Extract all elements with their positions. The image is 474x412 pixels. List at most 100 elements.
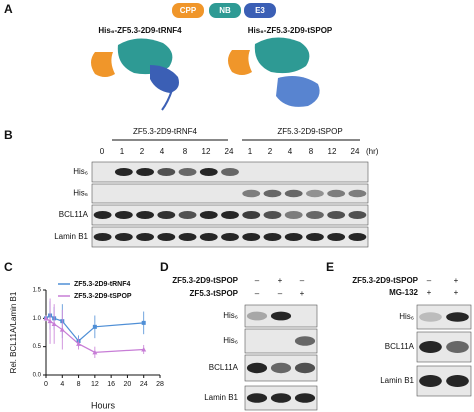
band <box>263 189 282 198</box>
condition-sign: + <box>278 276 283 285</box>
condition-sign: + <box>427 288 432 297</box>
condition-label: ZF5.3-2D9-tSPOP <box>172 276 238 285</box>
band <box>284 189 303 198</box>
data-point <box>92 324 97 329</box>
band <box>221 211 239 219</box>
legend-text: E3 <box>255 6 265 15</box>
band <box>242 233 261 241</box>
panel-label: A <box>4 2 13 16</box>
data-point <box>92 349 98 355</box>
condition-sign: – <box>300 276 305 285</box>
condition-sign: + <box>454 276 459 285</box>
condition-sign: – <box>255 276 260 285</box>
timepoint: 2 <box>140 147 145 156</box>
row-label: His₆ <box>223 311 238 320</box>
data-point <box>51 321 57 326</box>
timepoint: 8 <box>309 147 314 156</box>
x-tick-label: 4 <box>60 381 64 388</box>
band <box>306 211 324 219</box>
band <box>327 189 346 198</box>
legend-text: CPP <box>180 6 197 15</box>
band <box>306 233 324 241</box>
band <box>270 393 292 403</box>
band <box>263 211 282 219</box>
x-tick-label: 24 <box>140 381 148 388</box>
timepoint: 24 <box>351 147 360 156</box>
band <box>178 233 197 241</box>
band <box>157 233 176 241</box>
legend-pill <box>209 3 241 18</box>
condition-sign: + <box>300 289 305 298</box>
band <box>157 211 176 219</box>
blot <box>91 183 369 204</box>
band <box>199 211 218 219</box>
band <box>348 189 367 198</box>
x-tick-label: 28 <box>156 381 164 388</box>
band <box>157 168 176 176</box>
condition-sign: – <box>278 289 283 298</box>
condition-sign: – <box>255 289 260 298</box>
band <box>419 375 442 387</box>
timepoint: 12 <box>328 147 337 156</box>
band <box>93 233 112 241</box>
band <box>348 233 367 241</box>
band <box>327 211 346 219</box>
band <box>327 233 346 241</box>
row-label: BCL11A <box>385 342 415 351</box>
condition-label: ZF5.3-2D9-tSPOP <box>352 276 418 285</box>
band <box>221 233 239 241</box>
row-label: His₆ <box>73 189 88 198</box>
construct-label: His₆-ZF5.3-2D9-tSPOP <box>248 26 333 35</box>
row-label: Lamin B1 <box>380 376 414 385</box>
row-label: Lamin B1 <box>204 393 238 402</box>
x-tick-label: 20 <box>124 381 132 388</box>
row-label: His₆ <box>73 167 88 176</box>
band <box>242 211 261 219</box>
timepoint: 8 <box>183 147 188 156</box>
band <box>93 211 112 219</box>
band <box>294 336 316 346</box>
band <box>306 189 324 198</box>
y-tick-label: 1.0 <box>33 316 42 322</box>
legend-label: ZF5.3-2D9-tSPOP <box>74 293 132 300</box>
band <box>446 375 469 387</box>
y-tick-label: 0.5 <box>33 344 42 350</box>
band <box>294 362 316 374</box>
band <box>284 233 303 241</box>
band <box>294 393 316 403</box>
group-label: ZF5.3-2D9-tRNF4 <box>133 127 198 136</box>
band <box>114 211 133 219</box>
band <box>246 362 268 374</box>
x-axis-label: Hours <box>91 400 116 410</box>
timepoint: 2 <box>268 147 273 156</box>
timepoint: 24 <box>225 147 234 156</box>
x-tick-label: 12 <box>91 381 99 388</box>
timepoint: 1 <box>248 147 253 156</box>
x-tick-label: 16 <box>107 381 115 388</box>
band <box>242 189 261 198</box>
y-tick-label: 0.0 <box>33 373 42 379</box>
legend-label: ZF5.3-2D9-tRNF4 <box>74 281 131 288</box>
data-point <box>141 320 146 325</box>
band <box>114 168 133 176</box>
legend-text: NB <box>219 6 231 15</box>
timepoint: 12 <box>202 147 211 156</box>
band <box>246 393 268 403</box>
data-point <box>47 318 53 324</box>
timepoint: 4 <box>160 147 165 156</box>
panel-label: D <box>160 260 169 274</box>
band <box>199 233 218 241</box>
panel-label: E <box>326 260 334 274</box>
condition-label: ZF5.3-tSPOP <box>190 289 239 298</box>
y-tick-label: 1.5 <box>33 288 42 294</box>
data-point <box>76 341 82 346</box>
data-point <box>59 327 65 332</box>
band <box>270 362 292 374</box>
timepoint: 0 <box>100 147 105 156</box>
band <box>446 312 469 322</box>
x-tick-label: 8 <box>77 381 81 388</box>
band <box>114 233 133 241</box>
timepoint: 1 <box>120 147 125 156</box>
construct-label: His₆-ZF5.3-2D9-tRNF4 <box>98 26 182 35</box>
